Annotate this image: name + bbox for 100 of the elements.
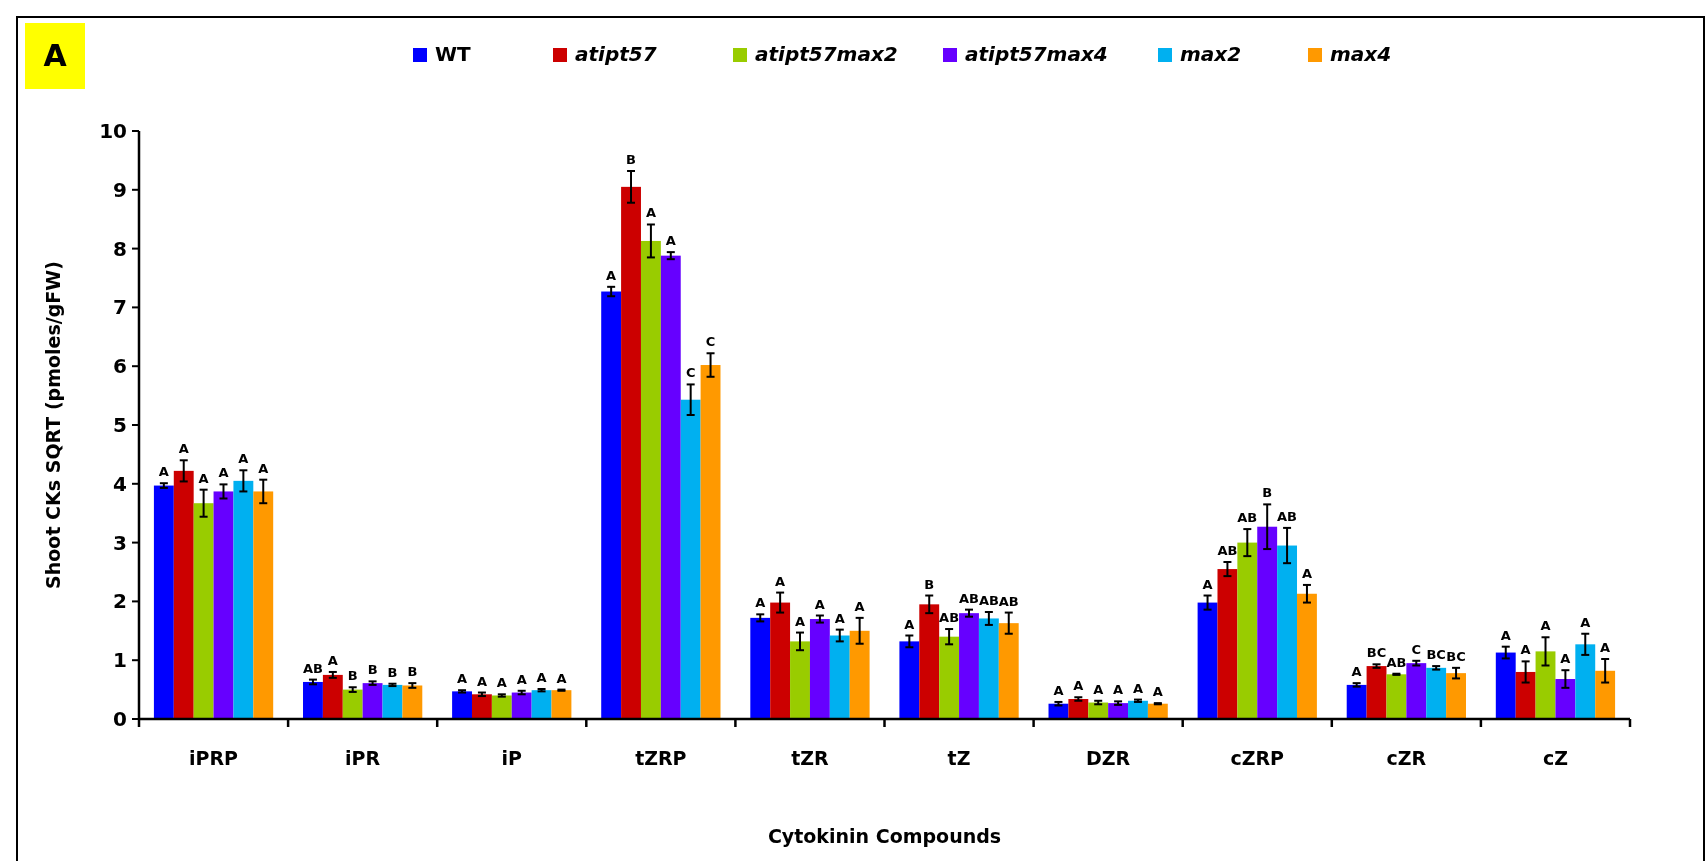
legend-label: atipt57max4 (965, 42, 1108, 66)
bar (829, 635, 850, 719)
x-tick-label: cZRP (1230, 747, 1285, 769)
bar (849, 630, 870, 719)
data-label: AB (302, 660, 323, 676)
bar (621, 186, 641, 719)
y-tick-label: 10 (99, 119, 127, 143)
data-label: AB (959, 590, 979, 606)
bar (1535, 651, 1556, 719)
bar (1128, 700, 1148, 719)
data-label: A (1500, 627, 1511, 643)
data-label: AB (1237, 510, 1258, 526)
data-label: A (1560, 651, 1571, 667)
data-label: B (387, 664, 398, 680)
data-label: B (1262, 485, 1273, 501)
data-label: AB (1217, 543, 1238, 558)
data-label: A (1301, 565, 1312, 581)
data-label: B (407, 664, 418, 680)
data-label: AB (939, 610, 960, 626)
y-tick-label: 6 (113, 354, 127, 379)
bar (640, 240, 661, 719)
data-label: A (178, 441, 189, 457)
y-tick-label: 2 (113, 589, 127, 614)
data-label: A (238, 451, 249, 467)
bar (1386, 674, 1407, 719)
y-tick-label: 1 (113, 648, 127, 673)
bar (1237, 542, 1258, 719)
bar (322, 674, 343, 719)
data-label: A (327, 652, 338, 668)
legend-label: atipt57 (575, 42, 657, 66)
bar (253, 491, 274, 719)
bar (1197, 602, 1218, 719)
bar (1495, 652, 1516, 719)
y-tick-label: 9 (113, 177, 127, 202)
bar (402, 685, 423, 719)
text: A (43, 38, 68, 73)
bar (1595, 670, 1616, 719)
data-label: A (1600, 640, 1611, 656)
data-label: A (645, 205, 656, 221)
data-label: C (705, 334, 716, 350)
bar (491, 695, 512, 719)
data-label: A (1053, 682, 1064, 698)
x-tick-label: cZR (1386, 747, 1427, 769)
bar (1297, 593, 1317, 719)
bar (511, 692, 532, 719)
bar (1346, 684, 1367, 719)
bar (601, 291, 622, 719)
bar (551, 690, 572, 719)
bar (1257, 526, 1278, 719)
bar (153, 485, 174, 719)
x-tick-label: iPR (345, 747, 381, 769)
y-tick-label: 3 (113, 530, 127, 555)
legend-label: atipt57max2 (755, 42, 898, 66)
data-label: A (794, 613, 806, 629)
data-label: A (1202, 576, 1213, 592)
bar (1426, 667, 1447, 719)
data-label: BC (1366, 645, 1387, 661)
bar (531, 690, 552, 719)
bar (939, 636, 960, 719)
data-label: A (258, 460, 269, 476)
data-label: B (347, 668, 358, 684)
bar (1147, 703, 1168, 719)
legend-label: max4 (1330, 42, 1392, 66)
bar (452, 691, 472, 719)
data-label: A (1580, 614, 1591, 630)
x-tick-label: tZRP (635, 747, 687, 769)
x-tick-label: tZR (791, 747, 830, 769)
bar (1575, 644, 1596, 719)
x-tick-label: iPRP (189, 747, 239, 769)
x-tick-label: tZ (947, 747, 971, 769)
bar (233, 480, 254, 719)
y-tick-label: 7 (113, 295, 127, 320)
bar (770, 602, 791, 719)
bar (173, 470, 194, 719)
data-label: A (218, 465, 229, 481)
data-label: AB (1386, 654, 1407, 670)
x-axis-title: Cytokinin Compounds (767, 825, 1002, 847)
bar (362, 683, 383, 719)
bar (919, 604, 940, 719)
data-label: C (685, 365, 696, 381)
bar (660, 255, 681, 719)
data-label: A (1351, 664, 1362, 680)
bar (1406, 663, 1427, 719)
data-label: AB (998, 593, 1019, 609)
data-label: A (1093, 681, 1104, 697)
data-label: A (158, 464, 169, 480)
bar (959, 613, 979, 719)
data-label: BC (1426, 647, 1446, 663)
bar (1217, 569, 1238, 719)
bar (899, 641, 920, 719)
bar (382, 684, 403, 719)
bar (342, 689, 363, 719)
bar (471, 694, 492, 719)
bar (809, 619, 830, 719)
y-tick-label: 8 (113, 236, 127, 261)
bar (680, 399, 701, 719)
y-tick-label: 0 (113, 707, 127, 731)
data-label: C (1411, 641, 1422, 657)
bar (213, 491, 234, 719)
x-tick-label: DZR (1086, 747, 1131, 769)
